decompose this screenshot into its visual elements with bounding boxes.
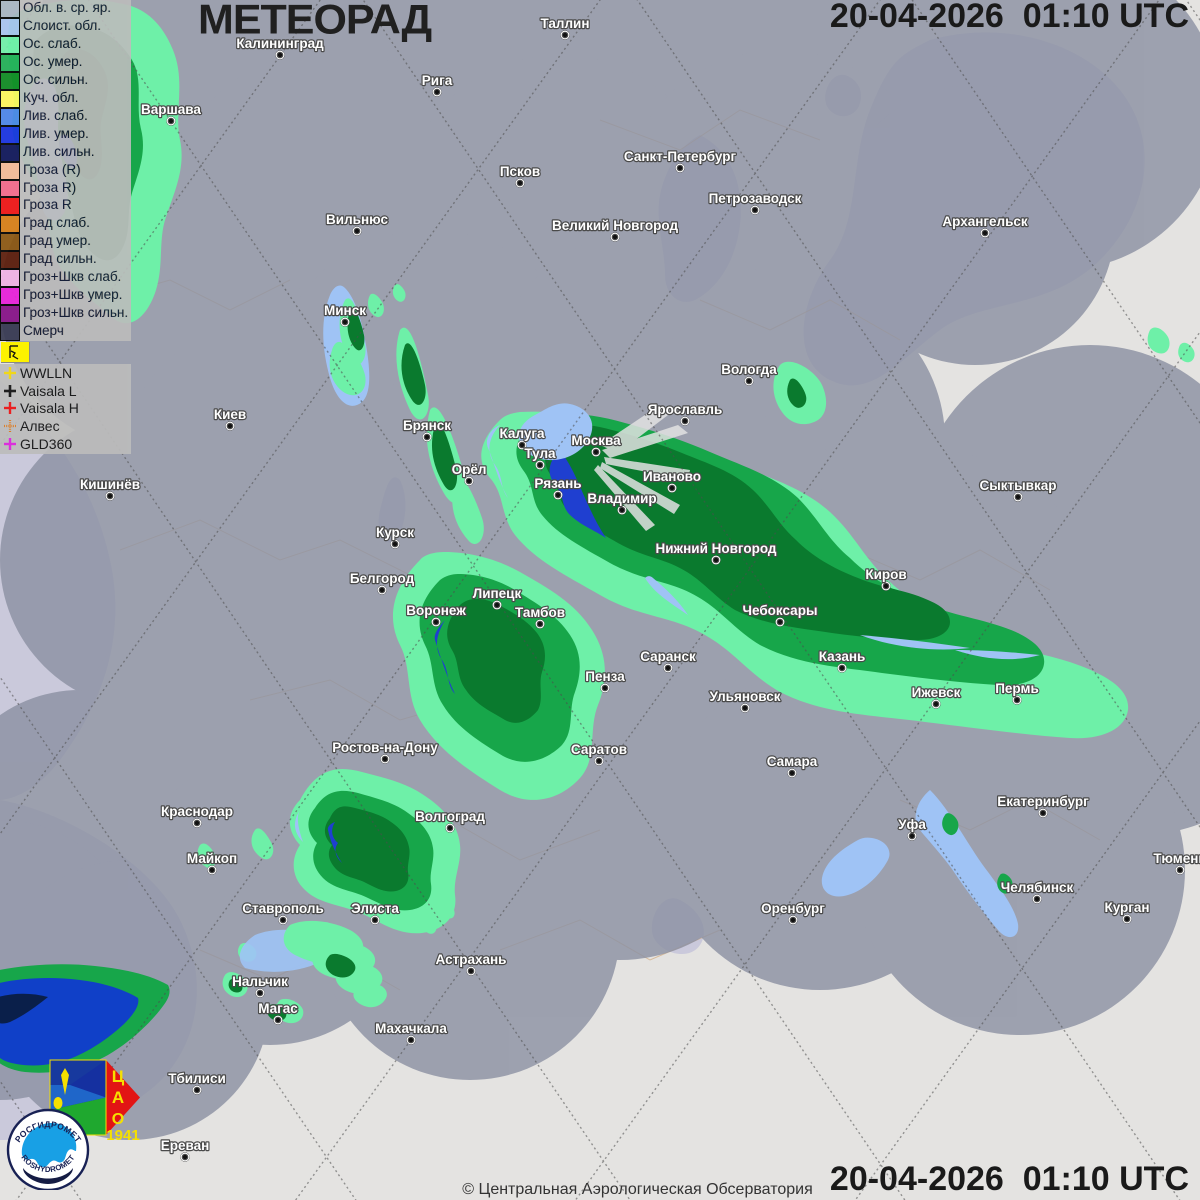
svg-text:Астрахань: Астрахань <box>436 952 507 967</box>
svg-text:Киев: Киев <box>214 407 246 422</box>
svg-text:Челябинск: Челябинск <box>1001 880 1074 895</box>
svg-text:Псков: Псков <box>500 164 540 179</box>
svg-text:Тбилиси: Тбилиси <box>168 1071 226 1086</box>
svg-text:Белгород: Белгород <box>350 571 415 586</box>
svg-text:Оренбург: Оренбург <box>761 901 825 916</box>
svg-text:Петрозаводск: Петрозаводск <box>709 191 802 206</box>
svg-text:Магас: Магас <box>258 1001 298 1016</box>
svg-text:Уфа: Уфа <box>898 817 926 832</box>
svg-text:Краснодар: Краснодар <box>161 804 233 819</box>
svg-text:Чебоксары: Чебоксары <box>743 603 818 618</box>
svg-text:Ц: Ц <box>112 1067 125 1086</box>
svg-text:Махачкала: Махачкала <box>375 1021 447 1036</box>
svg-text:Великий Новгород: Великий Новгород <box>552 218 679 233</box>
svg-text:Ростов-на-Дону: Ростов-на-Дону <box>332 740 438 755</box>
svg-text:Липецк: Липецк <box>473 586 522 601</box>
svg-text:Архангельск: Архангельск <box>942 214 1028 229</box>
svg-text:Рига: Рига <box>422 73 453 88</box>
svg-text:Тюмень: Тюмень <box>1153 851 1200 866</box>
svg-text:Варшава: Варшава <box>141 102 201 117</box>
svg-text:Нальчик: Нальчик <box>232 974 288 989</box>
svg-text:Тамбов: Тамбов <box>515 605 565 620</box>
svg-text:Самара: Самара <box>767 754 818 769</box>
svg-text:1941: 1941 <box>106 1127 139 1144</box>
svg-text:Пенза: Пенза <box>585 669 625 684</box>
svg-text:Екатеринбург: Екатеринбург <box>997 794 1089 809</box>
svg-text:Владимир: Владимир <box>587 491 656 506</box>
svg-text:Нижний Новгород: Нижний Новгород <box>656 541 777 556</box>
svg-text:Ижевск: Ижевск <box>912 685 961 700</box>
svg-text:Ереван: Ереван <box>161 1138 210 1153</box>
svg-text:Сыктывкар: Сыктывкар <box>980 478 1057 493</box>
svg-text:Курган: Курган <box>1104 900 1149 915</box>
svg-text:Элиста: Элиста <box>351 901 399 916</box>
svg-text:Казань: Казань <box>819 649 866 664</box>
svg-text:Кишинёв: Кишинёв <box>80 477 140 492</box>
svg-text:А: А <box>112 1088 124 1107</box>
svg-text:Таллин: Таллин <box>540 16 589 31</box>
svg-text:Майкоп: Майкоп <box>187 851 237 866</box>
svg-text:Калуга: Калуга <box>500 426 545 441</box>
svg-text:Киров: Киров <box>865 567 906 582</box>
svg-text:Ярославль: Ярославль <box>648 402 723 417</box>
svg-text:Пермь: Пермь <box>995 681 1039 696</box>
svg-text:Москва: Москва <box>571 433 621 448</box>
svg-text:Брянск: Брянск <box>403 418 451 433</box>
svg-text:Волгоград: Волгоград <box>415 809 485 824</box>
svg-text:Орёл: Орёл <box>452 462 487 477</box>
svg-text:Рязань: Рязань <box>534 476 581 491</box>
svg-text:Вильнюс: Вильнюс <box>326 212 388 227</box>
svg-text:Минск: Минск <box>324 303 366 318</box>
svg-text:Тула: Тула <box>524 446 556 461</box>
svg-text:Иваново: Иваново <box>643 469 701 484</box>
svg-text:Саранск: Саранск <box>640 649 696 664</box>
svg-text:Вологда: Вологда <box>721 362 777 377</box>
svg-text:Санкт-Петербург: Санкт-Петербург <box>624 149 737 164</box>
svg-text:Курск: Курск <box>376 525 414 540</box>
svg-text:Ульяновск: Ульяновск <box>710 689 781 704</box>
svg-text:Ставрополь: Ставрополь <box>242 901 324 916</box>
svg-text:Воронеж: Воронеж <box>406 603 466 618</box>
svg-text:О: О <box>112 1111 124 1128</box>
svg-text:Саратов: Саратов <box>571 742 627 757</box>
